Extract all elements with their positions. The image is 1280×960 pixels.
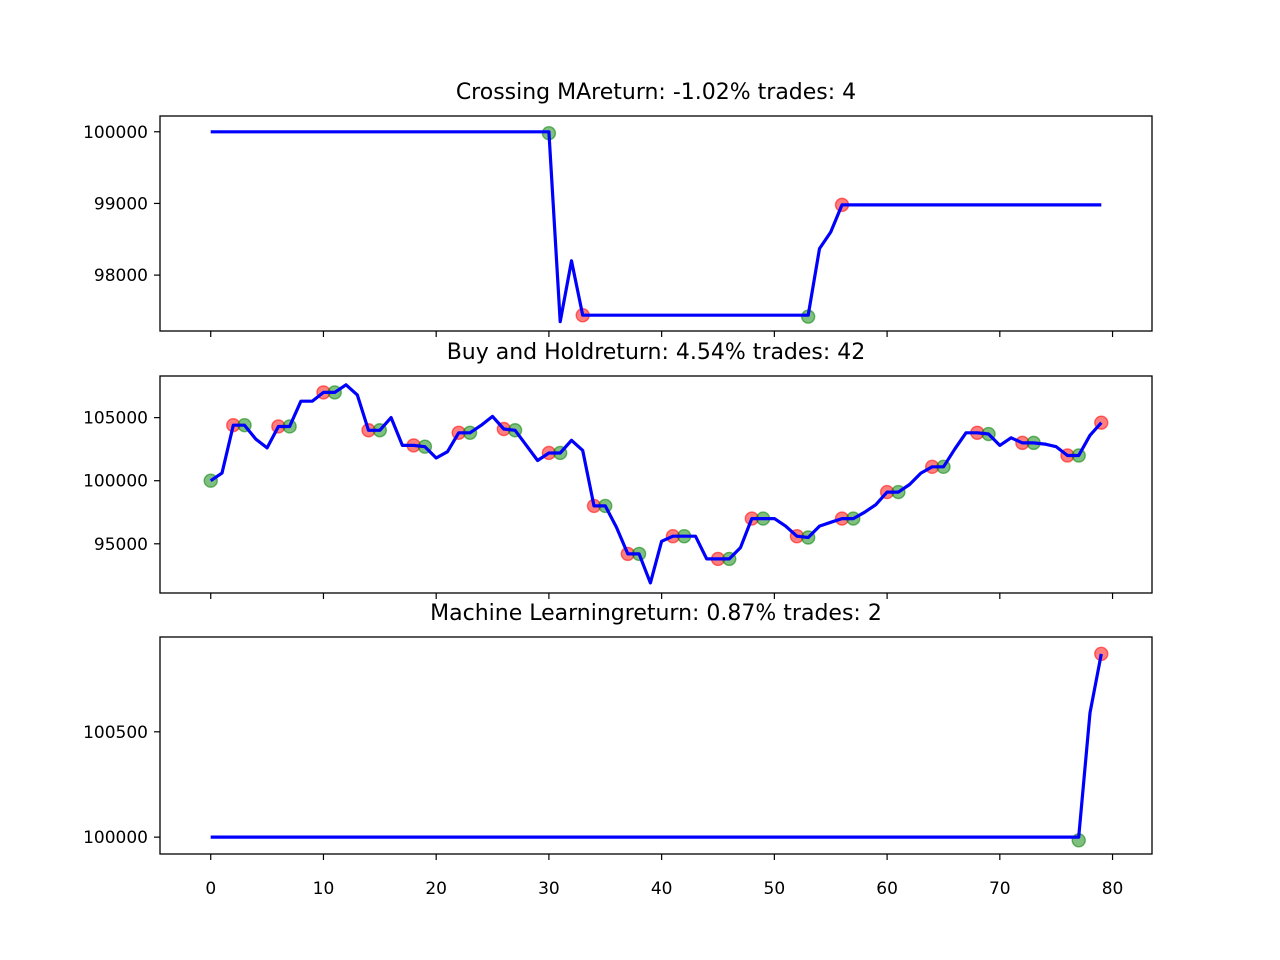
subplot-title: Machine Learningreturn: 0.87% trades: 2 [430,601,882,626]
y-tick-label: 100000 [83,472,148,492]
equity-line [210,130,1102,324]
x-tick-label: 50 [764,879,786,899]
x-tick-label: 10 [313,879,335,899]
y-tick-label: 105000 [83,409,148,429]
x-tick-label: 40 [651,879,673,899]
subplot-buy-and-hold: 95000 100000 105000 Buy and Holdreturn: 4.5… [83,340,1153,599]
y-tick-label: 98000 [94,266,148,286]
y-tick-label: 95000 [94,535,148,555]
y-tick-label: 100500 [83,723,148,743]
x-tick-label: 0 [205,879,216,899]
equity-line [209,383,1103,585]
y-tick-label: 100000 [83,828,148,848]
x-tick-label: 80 [1102,879,1124,899]
x-tick-label: 30 [538,879,560,899]
subplot-title: Crossing MAreturn: -1.02% trades: 4 [456,80,856,105]
x-tick-label: 20 [425,879,447,899]
axes-frame [159,636,1153,855]
axes-frame [159,375,1153,594]
x-tick-label: 60 [876,879,898,899]
subplot-title: Buy and Holdreturn: 4.54% trades: 42 [447,340,866,365]
equity-line [210,653,1103,839]
x-tick-label: 70 [989,879,1011,899]
subplot-machine-learning: 100000 100500 0 10 20 30 40 50 60 70 80 Machine Lea… [83,601,1153,899]
y-tick-label: 100000 [83,123,148,143]
y-tick-label: 99000 [94,194,148,214]
subplot-crossing-ma: 98000 99000 100000 Crossing MAreturn: -1.02… [83,80,1153,337]
axes-frame [159,115,1153,332]
